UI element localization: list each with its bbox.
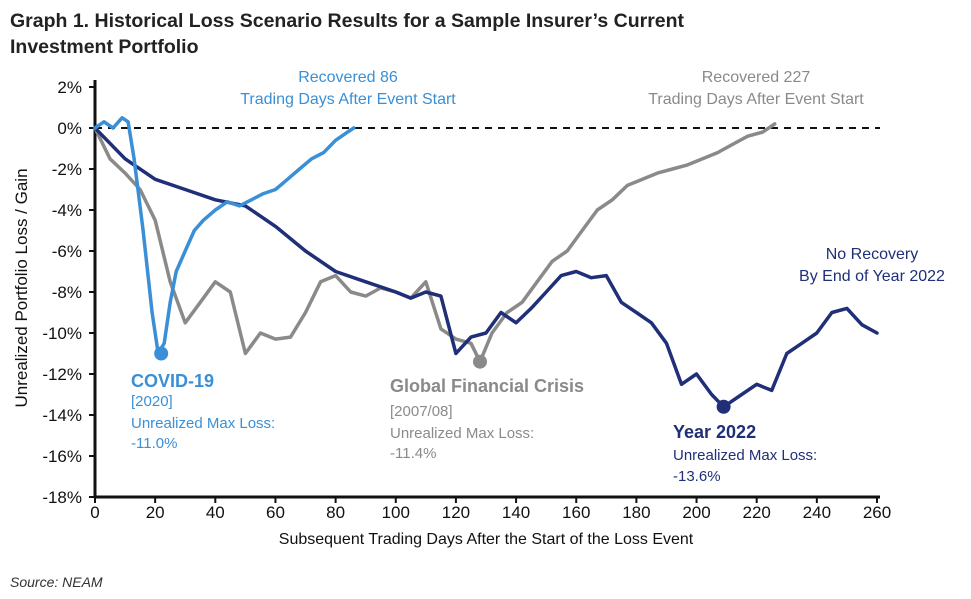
chart-title: Graph 1. Historical Loss Scenario Result… [10,10,685,58]
y2022-label-name: Year 2022 [673,422,756,442]
y2022-label-max-loss: -13.6% [673,468,721,485]
y2022-recovery-line2: By End of Year 2022 [799,268,945,285]
x-tick-label: 200 [682,503,710,522]
x-tick-label: 0 [90,503,99,522]
y-tick-label: -6% [52,242,82,261]
covid-label-period: [2020] [131,393,173,410]
x-tick-label: 220 [743,503,771,522]
gfc-series-line [93,122,777,364]
gfc-recovery-line2: Trading Days After Event Start [648,91,864,108]
covid-max-loss-marker [154,346,169,361]
x-tick-label: 80 [326,503,345,522]
gfc-recovery-line1: Recovered 227 [702,69,811,86]
y2022-max-loss-marker [716,399,731,414]
covid-series-line [93,116,356,356]
y-tick-label: -8% [52,283,82,302]
x-tick-label: 120 [442,503,470,522]
covid-label-name: COVID-19 [131,371,214,391]
x-tick-label: 140 [502,503,530,522]
gfc-label-period: [2007/08] [390,403,453,420]
y-tick-label: -2% [52,160,82,179]
gfc-label-max-loss-label: Unrealized Max Loss: [390,425,534,442]
y2022-series-line [93,126,879,409]
covid-recovery-line1: Recovered 86 [298,69,398,86]
x-axis-label: Subsequent Trading Days After the Start … [279,531,694,548]
x-tick-label: 60 [266,503,285,522]
x-tick-label: 260 [863,503,891,522]
x-tick-label: 180 [622,503,650,522]
x-tick-label: 240 [803,503,831,522]
x-tick-label: 100 [382,503,410,522]
gfc-max-loss-marker [472,354,487,369]
x-tick-label: 20 [146,503,165,522]
y-tick-label: -14% [42,406,82,425]
y-tick-label: -16% [42,447,82,466]
y-tick-label: -12% [42,365,82,384]
y-tick-label: 0% [57,119,82,138]
y-axis-label: Unrealized Portfolio Loss / Gain [12,168,31,407]
y2022-recovery-line1: No Recovery [826,246,918,263]
gfc-label-max-loss: -11.4% [390,445,436,462]
y-ticks: 2% 0% -2% -4% -6% -8% -10% -12% -14% -16% -18% [42,78,95,507]
covid-label-max-loss-label: Unrealized Max Loss: [131,415,275,432]
x-tick-label: 40 [206,503,225,522]
x-ticks: 0 20 40 60 80 100 120 140 160 180 200 220 240 260 [90,497,891,522]
series-markers [154,346,731,414]
x-tick-label: 160 [562,503,590,522]
covid-label-max-loss: -11.0% [131,435,177,452]
source-note: Source: NEAM [10,574,103,590]
gfc-label-name: Global Financial Crisis [390,376,584,396]
y-tick-label: -18% [42,488,82,507]
y2022-label-max-loss-label: Unrealized Max Loss: [673,447,817,464]
y-tick-label: -4% [52,201,82,220]
y-tick-label: -10% [42,324,82,343]
covid-recovery-line2: Trading Days After Event Start [240,91,456,108]
series-lines [93,116,879,409]
axes [93,80,880,499]
y-tick-label: 2% [57,78,82,97]
